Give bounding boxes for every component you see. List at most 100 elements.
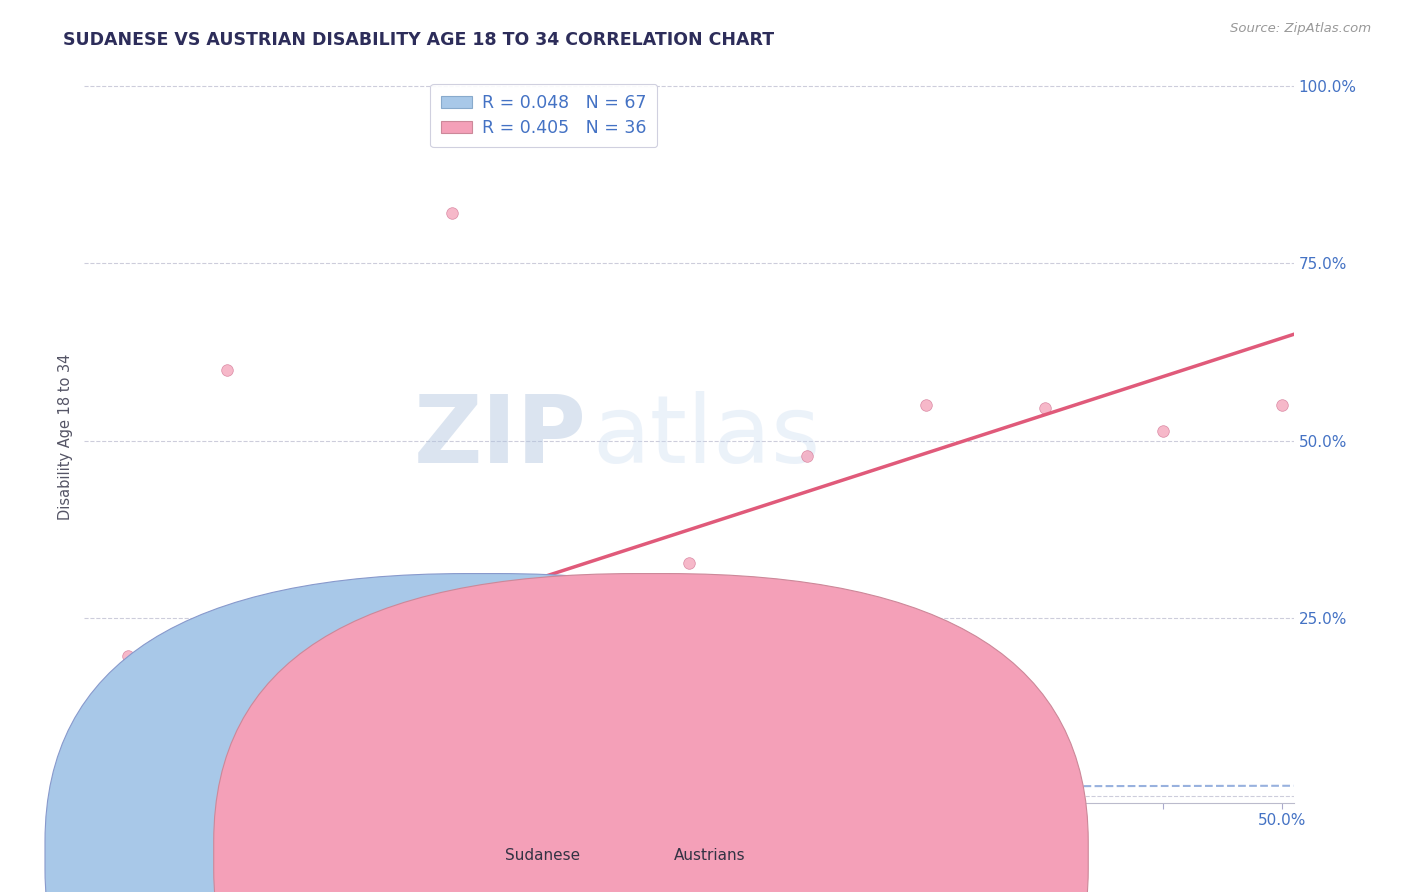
Point xyxy=(93,774,115,789)
Point xyxy=(440,206,463,220)
Point xyxy=(1271,398,1294,412)
Point xyxy=(98,776,121,790)
Point xyxy=(127,789,149,803)
Point xyxy=(159,787,181,801)
Point xyxy=(139,785,162,799)
Point xyxy=(118,785,141,799)
Point xyxy=(173,771,195,785)
Point xyxy=(131,726,153,740)
Point xyxy=(129,752,152,766)
Point xyxy=(447,640,470,655)
Legend: R = 0.048   N = 67, R = 0.405   N = 36: R = 0.048 N = 67, R = 0.405 N = 36 xyxy=(430,84,658,147)
Point xyxy=(260,638,283,652)
Point xyxy=(142,638,165,652)
Point xyxy=(193,786,215,800)
Point xyxy=(132,773,155,788)
Point xyxy=(93,778,115,792)
Point xyxy=(91,777,114,791)
Point xyxy=(233,756,256,770)
Point xyxy=(796,449,818,463)
Text: Austrians: Austrians xyxy=(673,848,745,863)
Point xyxy=(93,788,115,802)
Point xyxy=(915,398,938,412)
Point xyxy=(90,780,112,795)
Point xyxy=(208,703,231,717)
Point xyxy=(1033,401,1056,416)
Point xyxy=(205,776,228,790)
Text: ZIP: ZIP xyxy=(413,391,586,483)
Point xyxy=(89,784,111,798)
Point xyxy=(195,684,218,698)
Point xyxy=(89,770,111,784)
Point xyxy=(111,780,134,794)
Point xyxy=(139,737,162,751)
Point xyxy=(107,785,129,799)
Point xyxy=(150,753,173,767)
Point xyxy=(98,784,121,798)
Point xyxy=(96,768,118,782)
Point xyxy=(101,784,124,798)
Point xyxy=(156,774,179,789)
Point xyxy=(560,586,582,600)
Point xyxy=(174,766,197,780)
Point xyxy=(170,782,193,797)
Point xyxy=(560,785,582,799)
Point xyxy=(93,774,115,789)
Point xyxy=(97,785,120,799)
Point xyxy=(98,782,121,797)
Point xyxy=(150,720,173,734)
Point xyxy=(915,782,938,797)
Point xyxy=(796,785,818,799)
Point xyxy=(87,783,110,797)
Point xyxy=(149,789,172,803)
Point xyxy=(91,778,114,792)
Point xyxy=(105,785,128,799)
Point xyxy=(86,785,108,799)
Point xyxy=(177,786,200,800)
Point xyxy=(87,788,110,802)
Point xyxy=(209,787,232,801)
Point xyxy=(142,780,165,794)
Text: atlas: atlas xyxy=(592,391,821,483)
Point xyxy=(101,788,124,802)
Point xyxy=(91,782,114,797)
Point xyxy=(239,735,262,749)
Point xyxy=(143,782,166,797)
Point xyxy=(90,789,112,803)
Y-axis label: Disability Age 18 to 34: Disability Age 18 to 34 xyxy=(58,354,73,520)
Point xyxy=(678,787,700,801)
Point xyxy=(191,781,214,796)
Point xyxy=(105,788,128,802)
Point xyxy=(193,729,215,743)
Point xyxy=(93,778,115,792)
Point xyxy=(1033,772,1056,787)
Point xyxy=(110,780,132,794)
Point xyxy=(266,624,288,638)
Point xyxy=(314,677,336,691)
Point xyxy=(97,788,120,802)
Point xyxy=(115,706,138,721)
Point xyxy=(104,787,127,801)
Point xyxy=(112,787,135,801)
Point xyxy=(170,774,193,789)
Point xyxy=(229,666,252,681)
Text: Sudanese: Sudanese xyxy=(505,848,579,863)
Point xyxy=(111,788,134,802)
Point xyxy=(108,717,131,731)
Point xyxy=(322,774,344,789)
Point xyxy=(1152,424,1174,438)
Point xyxy=(118,788,141,802)
Point xyxy=(115,782,138,797)
Text: SUDANESE VS AUSTRIAN DISABILITY AGE 18 TO 34 CORRELATION CHART: SUDANESE VS AUSTRIAN DISABILITY AGE 18 T… xyxy=(63,31,775,49)
Point xyxy=(339,603,361,617)
Point xyxy=(200,760,222,774)
Point xyxy=(159,772,181,787)
Point xyxy=(678,556,700,570)
Point xyxy=(146,720,169,734)
Point xyxy=(86,776,108,790)
Point xyxy=(87,776,110,790)
Point xyxy=(124,786,146,800)
Point xyxy=(93,778,115,792)
Point xyxy=(215,362,238,376)
Point xyxy=(118,788,141,802)
